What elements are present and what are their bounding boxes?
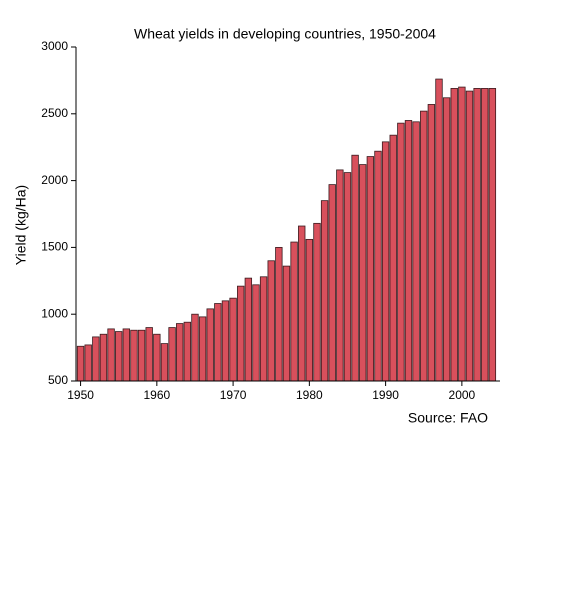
- bar: [122, 328, 131, 382]
- bar: [267, 260, 275, 382]
- bar: [130, 329, 138, 382]
- bar: [244, 277, 253, 382]
- bar: [404, 120, 413, 382]
- bar: [275, 246, 283, 382]
- x-tick-label: 1960: [143, 388, 170, 402]
- bar: [366, 156, 375, 382]
- bar: [221, 300, 230, 382]
- bar: [305, 238, 314, 382]
- bar: [458, 86, 466, 382]
- y-axis-label: Yield (kg/Ha): [13, 185, 29, 265]
- bar: [374, 150, 382, 382]
- bar: [343, 172, 352, 382]
- bar: [427, 104, 436, 382]
- bar: [397, 122, 405, 382]
- bar: [229, 297, 237, 382]
- bar: [191, 313, 199, 382]
- bar: [84, 344, 92, 382]
- bar: [176, 323, 184, 382]
- bar: [298, 225, 306, 382]
- bar: [137, 329, 146, 382]
- bar: [237, 285, 245, 382]
- bar: [99, 333, 108, 382]
- bar: [351, 154, 359, 382]
- y-tick-label: 1000: [41, 306, 68, 320]
- bar: [168, 327, 176, 382]
- y-tick-label: 2500: [41, 106, 68, 120]
- bar: [145, 327, 153, 382]
- y-tick-label: 3000: [41, 39, 68, 53]
- bar: [198, 316, 207, 382]
- y-tick-label: 2000: [41, 173, 68, 187]
- bar: [389, 134, 397, 382]
- y-tick-label: 500: [48, 373, 68, 387]
- bar: [359, 164, 367, 382]
- bar: [450, 88, 458, 382]
- bar: [160, 343, 169, 382]
- bar: [92, 336, 100, 382]
- bar: [107, 328, 115, 382]
- x-tick-label: 1950: [67, 388, 94, 402]
- bar: [206, 308, 214, 382]
- bar: [290, 241, 298, 382]
- x-tick-label: 1990: [372, 388, 399, 402]
- bar: [320, 200, 329, 382]
- bar: [488, 88, 497, 382]
- bar: [313, 222, 321, 382]
- bar: [381, 141, 390, 382]
- bar: [252, 284, 260, 382]
- y-tick-label: 1500: [41, 240, 68, 254]
- bar: [282, 265, 291, 382]
- bar: [183, 321, 192, 382]
- bar: [259, 276, 268, 382]
- bar: [76, 345, 85, 382]
- bar: [328, 184, 336, 382]
- x-tick-label: 2000: [449, 388, 476, 402]
- bar: [481, 88, 489, 382]
- bar: [435, 78, 443, 382]
- bar: [336, 169, 344, 382]
- chart-title: Wheat yields in developing countries, 19…: [134, 26, 436, 42]
- bar: [214, 303, 222, 382]
- x-tick-label: 1970: [220, 388, 247, 402]
- bar: [115, 331, 123, 382]
- bar: [442, 97, 451, 382]
- source-note: Source: FAO: [408, 410, 488, 426]
- bar: [465, 90, 474, 382]
- x-tick-label: 1980: [296, 388, 323, 402]
- bar: [412, 121, 420, 382]
- bar: [420, 110, 428, 382]
- bar: [153, 333, 161, 382]
- bar: [473, 88, 481, 382]
